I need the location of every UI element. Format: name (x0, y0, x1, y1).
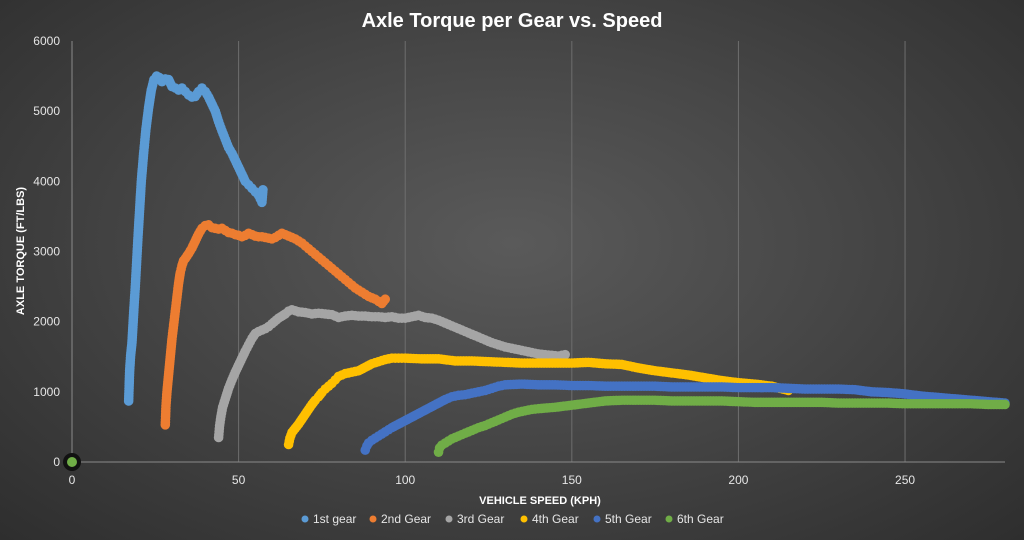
series-1 (123, 71, 268, 406)
legend-label-4: 4th Gear (532, 512, 579, 526)
y-tick-label: 2000 (33, 315, 60, 329)
x-axis-label: VEHICLE SPEED (KPH) (479, 495, 601, 507)
y-tick-label: 0 (53, 455, 60, 469)
legend-marker-3 (445, 515, 453, 523)
series-2 (160, 220, 391, 430)
x-tick-label: 200 (728, 473, 748, 487)
series-point (1000, 399, 1010, 410)
y-axis-label: AXLE TORQUE (FT/LBS) (15, 187, 27, 315)
x-tick-label: 100 (395, 473, 415, 487)
x-tick-label: 150 (562, 473, 582, 487)
series-point (560, 349, 570, 360)
legend-label-3: 3rd Gear (457, 512, 504, 526)
x-tick-label: 0 (69, 473, 76, 487)
series-5 (360, 379, 1010, 455)
legend-marker-1 (301, 515, 309, 523)
chart-title: Axle Torque per Gear vs. Speed (362, 10, 663, 32)
series-point (380, 294, 391, 305)
series-6 (433, 395, 1010, 457)
legend-label-6: 6th Gear (677, 512, 724, 526)
legend-marker-6 (665, 515, 673, 523)
legend-label-1: 1st gear (313, 512, 356, 526)
y-tick-label: 4000 (33, 174, 60, 188)
legend-label-5: 5th Gear (605, 512, 652, 526)
series-3 (213, 304, 570, 443)
legend-marker-5 (593, 515, 601, 523)
legend-marker-2 (369, 515, 377, 523)
x-tick-label: 50 (232, 473, 246, 487)
y-tick-label: 1000 (33, 385, 60, 399)
x-tick-label: 250 (895, 473, 915, 487)
y-tick-label: 3000 (33, 245, 60, 259)
series-point (258, 184, 268, 195)
y-tick-label: 6000 (33, 34, 60, 48)
origin-marker-inner (67, 457, 77, 467)
legend-marker-4 (520, 515, 528, 523)
y-tick-label: 5000 (33, 104, 60, 118)
legend-label-2: 2nd Gear (381, 512, 431, 526)
